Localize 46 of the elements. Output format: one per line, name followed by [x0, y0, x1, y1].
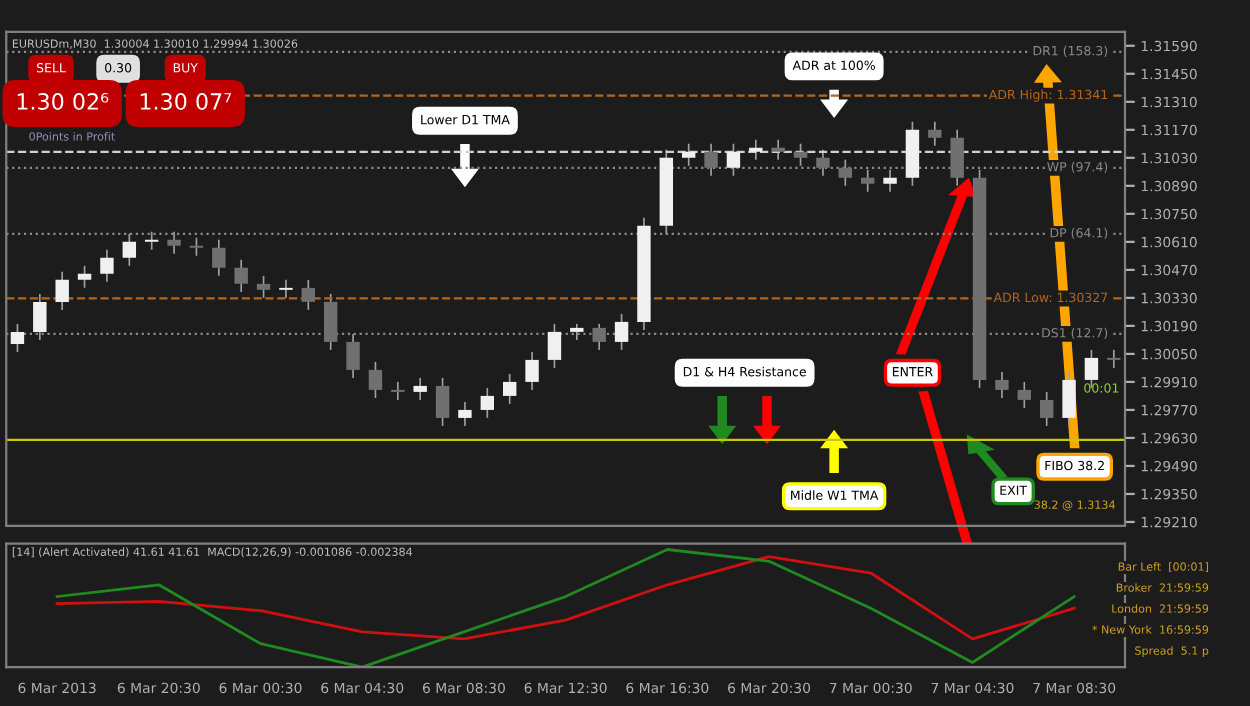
annotation: 1.30 07⁷: [140, 93, 232, 110]
annotation: 1.30 02⁶: [17, 93, 109, 110]
candlestick: [55, 271, 69, 311]
candlestick: [458, 401, 472, 427]
candlestick: [279, 279, 293, 299]
candlestick: [771, 138, 785, 161]
candlestick: [256, 275, 271, 299]
candlestick: [502, 373, 517, 405]
candlestick: [77, 265, 92, 289]
candlestick: [793, 142, 808, 167]
candlestick: [323, 293, 338, 351]
candlestick: [189, 237, 204, 257]
candlestick: [1062, 371, 1076, 427]
candlestick: [726, 142, 741, 177]
candlestick: [480, 387, 495, 419]
candlestick: [368, 361, 383, 399]
candlestick: [614, 313, 629, 351]
candlestick: [234, 259, 248, 293]
candlestick: [100, 249, 114, 283]
candlestick: [838, 158, 853, 187]
candlestick: [144, 231, 159, 251]
candlestick: [391, 381, 405, 401]
candlestick: [816, 148, 830, 177]
candlestick: [525, 351, 539, 391]
candlestick: [681, 142, 696, 167]
candlestick: [346, 333, 360, 379]
candlestick: [1107, 349, 1121, 369]
candlestick: [10, 323, 25, 353]
candlestick: [1017, 381, 1032, 409]
candlestick: [1039, 391, 1054, 427]
candlestick: [122, 233, 137, 267]
candlestick: [928, 120, 942, 147]
candlestick: [167, 231, 181, 255]
candlestick: [413, 377, 427, 401]
candlestick: [435, 377, 450, 427]
candlestick: [212, 239, 226, 277]
candlestick: [883, 168, 897, 193]
candlestick: [33, 293, 47, 341]
candlestick: [547, 323, 562, 369]
candlestick: [749, 138, 763, 161]
candlestick: [995, 371, 1009, 399]
candlestick: [704, 142, 718, 177]
candlestick: [301, 279, 316, 311]
candlestick: [592, 323, 606, 351]
candlestick: [860, 168, 875, 193]
candlestick: [950, 128, 964, 187]
